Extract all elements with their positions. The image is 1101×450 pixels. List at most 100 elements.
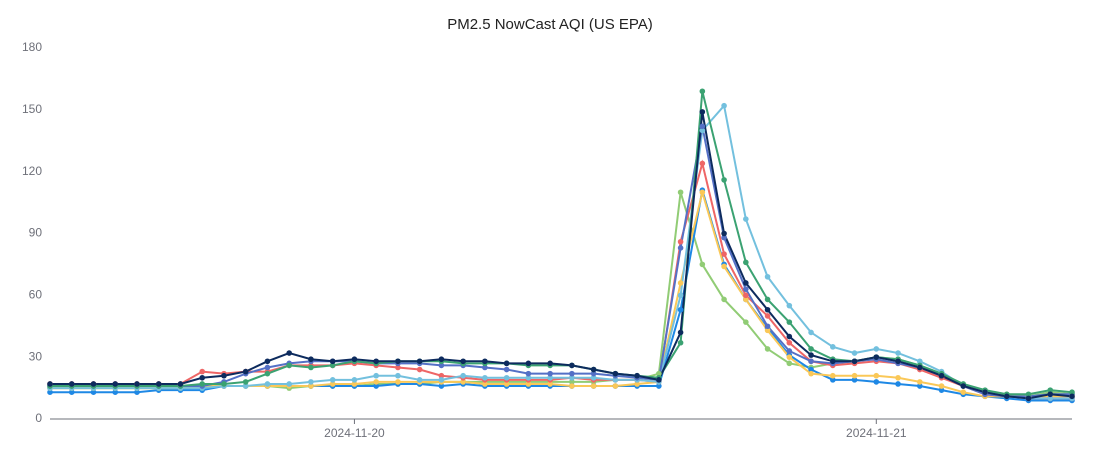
data-point bbox=[525, 381, 532, 387]
data-point bbox=[916, 358, 923, 365]
data-point bbox=[830, 372, 836, 379]
data-point bbox=[786, 319, 793, 325]
series-line bbox=[50, 91, 1073, 396]
data-point bbox=[416, 366, 423, 373]
data-point bbox=[634, 372, 640, 379]
data-point bbox=[656, 383, 662, 389]
data-point bbox=[134, 389, 140, 396]
data-point bbox=[612, 377, 619, 383]
data-point bbox=[395, 364, 401, 371]
data-point bbox=[569, 379, 575, 385]
series-line bbox=[50, 111, 1073, 400]
data-point bbox=[830, 377, 836, 383]
data-point bbox=[308, 356, 314, 363]
data-point bbox=[830, 358, 836, 365]
data-point bbox=[395, 379, 401, 385]
data-point bbox=[547, 374, 553, 381]
chart-title: PM2.5 NowCast AQI (US EPA) bbox=[447, 16, 653, 33]
y-tick-label: 90 bbox=[29, 226, 43, 240]
data-point bbox=[808, 329, 814, 336]
data-point bbox=[525, 374, 532, 381]
data-point bbox=[68, 389, 75, 396]
data-point bbox=[721, 234, 727, 241]
x-tick-label: 2024-11-20 bbox=[324, 426, 385, 440]
data-point bbox=[895, 374, 901, 381]
data-point bbox=[938, 372, 945, 379]
data-point bbox=[221, 372, 227, 379]
data-point bbox=[590, 374, 597, 381]
data-point bbox=[503, 374, 510, 381]
data-point bbox=[612, 370, 619, 377]
data-point bbox=[808, 358, 814, 365]
data-point bbox=[221, 381, 227, 387]
data-point bbox=[351, 356, 358, 363]
data-point bbox=[764, 313, 771, 319]
data-point bbox=[373, 358, 379, 365]
y-tick-label: 60 bbox=[29, 288, 43, 302]
data-point bbox=[830, 344, 836, 350]
data-point bbox=[873, 354, 880, 360]
data-point bbox=[308, 379, 314, 385]
data-point bbox=[938, 383, 945, 389]
y-tick-label: 150 bbox=[22, 102, 42, 116]
data-point bbox=[569, 370, 575, 377]
data-point bbox=[895, 358, 901, 365]
data-point bbox=[112, 389, 119, 396]
data-point bbox=[438, 372, 445, 379]
data-point bbox=[329, 358, 336, 365]
data-point bbox=[960, 383, 967, 389]
data-point bbox=[373, 372, 379, 379]
data-point bbox=[134, 381, 140, 387]
data-point bbox=[242, 383, 249, 389]
data-point bbox=[743, 319, 749, 325]
data-point bbox=[482, 358, 488, 365]
data-point bbox=[677, 280, 684, 286]
data-point bbox=[677, 329, 684, 336]
data-point bbox=[851, 358, 858, 365]
data-point bbox=[764, 327, 771, 334]
data-point bbox=[416, 377, 423, 383]
data-point bbox=[1025, 395, 1032, 402]
data-point bbox=[1069, 393, 1075, 400]
series-line bbox=[50, 126, 1072, 398]
data-point bbox=[743, 292, 749, 299]
data-point bbox=[764, 346, 771, 352]
data-point bbox=[47, 381, 53, 387]
data-point bbox=[677, 292, 684, 299]
data-point bbox=[851, 372, 858, 379]
data-point bbox=[764, 306, 771, 313]
data-point bbox=[916, 383, 923, 389]
data-point bbox=[525, 360, 532, 367]
data-point bbox=[938, 387, 945, 393]
data-point bbox=[851, 350, 858, 356]
data-point bbox=[482, 381, 488, 387]
data-point bbox=[373, 379, 379, 385]
data-point bbox=[1003, 393, 1010, 400]
data-point bbox=[264, 364, 271, 371]
data-point bbox=[982, 389, 988, 396]
data-point bbox=[656, 377, 662, 383]
data-point bbox=[786, 339, 793, 346]
data-point bbox=[264, 358, 271, 365]
data-point bbox=[612, 383, 619, 389]
data-point bbox=[242, 368, 249, 375]
data-point bbox=[482, 374, 488, 381]
data-point bbox=[677, 238, 684, 245]
data-point bbox=[525, 370, 532, 377]
data-point bbox=[460, 372, 466, 379]
data-point bbox=[395, 358, 401, 365]
data-point bbox=[677, 189, 684, 196]
data-point bbox=[916, 379, 923, 385]
data-point bbox=[895, 350, 901, 356]
data-point bbox=[416, 358, 423, 365]
data-point bbox=[743, 216, 749, 222]
y-tick-label: 180 bbox=[22, 40, 42, 54]
data-point bbox=[656, 370, 662, 377]
data-point bbox=[699, 261, 706, 268]
data-point bbox=[547, 370, 553, 377]
data-point bbox=[895, 381, 901, 387]
data-point bbox=[438, 362, 445, 369]
data-point bbox=[286, 362, 292, 369]
data-point bbox=[873, 372, 880, 379]
